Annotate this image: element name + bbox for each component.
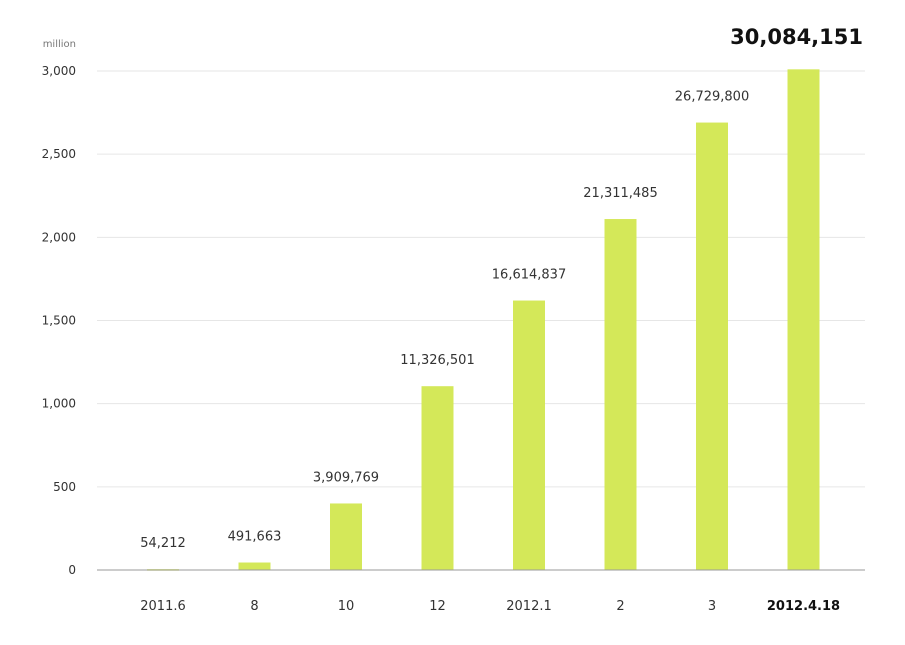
- y-axis: 0 500 1,000 1,500 2,000 2,500 3,000: [42, 64, 76, 577]
- bars: [147, 69, 820, 571]
- y-tick-label: 2,000: [42, 230, 76, 244]
- data-label: 26,729,800: [675, 90, 749, 105]
- data-label: 3,909,769: [313, 470, 379, 485]
- data-label: 21,311,485: [583, 186, 657, 201]
- x-tick-label: 10: [338, 599, 355, 614]
- data-label: 11,326,501: [400, 353, 474, 368]
- y-tick-label: 2,500: [42, 147, 76, 161]
- y-tick-label: 1,000: [42, 397, 76, 411]
- data-label: 54,212: [140, 536, 186, 551]
- gridlines: [97, 70, 865, 488]
- y-tick-label: 1,500: [42, 314, 76, 328]
- y-tick-label: 0: [68, 563, 76, 577]
- x-tick-label: 12: [429, 599, 446, 614]
- y-tick-label: 500: [53, 480, 76, 494]
- bar: [696, 122, 728, 571]
- x-tick-label: 2012.4.18: [767, 599, 840, 614]
- x-tick-label: 2011.6: [140, 599, 186, 614]
- bar: [604, 219, 637, 570]
- data-label: 16,614,837: [492, 268, 566, 283]
- bar: [787, 69, 820, 570]
- x-tick-label: 8: [250, 599, 258, 614]
- y-axis-unit-label: million: [43, 39, 76, 50]
- bar: [421, 386, 454, 570]
- bar: [513, 300, 545, 570]
- data-labels: 54,212 491,663 3,909,769 11,326,501 16,614,8…: [140, 25, 863, 551]
- x-axis: 2011.6 8 10 12 2012.1 2 3 2012.4.18: [140, 599, 840, 614]
- bar: [330, 503, 362, 570]
- x-tick-label: 2: [616, 599, 624, 614]
- x-tick-label: 2012.1: [506, 599, 552, 614]
- x-tick-label: 3: [708, 599, 716, 614]
- data-label: 491,663: [228, 530, 282, 545]
- y-tick-label: 3,000: [42, 64, 76, 78]
- bar: [238, 562, 271, 570]
- data-label: 30,084,151: [730, 25, 863, 49]
